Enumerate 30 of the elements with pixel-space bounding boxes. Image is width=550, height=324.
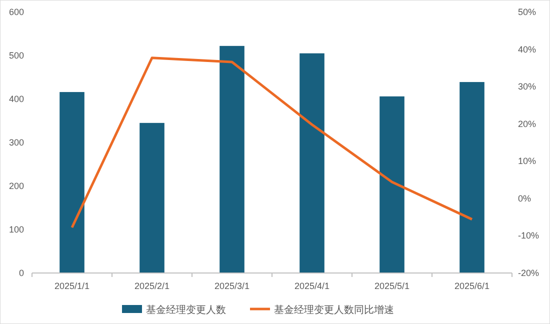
y-tick-label: 300 <box>8 138 24 148</box>
y-tick-label: 100 <box>8 224 24 234</box>
y2-tick-label: 30% <box>518 82 536 92</box>
y2-tick-label: 50% <box>518 7 536 17</box>
y-tick-label: 600 <box>8 7 24 17</box>
bar <box>140 122 164 273</box>
y2-tick-label: 20% <box>518 118 536 129</box>
x-tick-label: 2025/5/1 <box>374 281 410 291</box>
x-tick-label: 2025/6/1 <box>454 281 490 291</box>
bar <box>300 53 324 273</box>
legend-label: 基金经理变更人数同比增速 <box>274 304 394 316</box>
y2-tick-label: 0% <box>518 193 532 204</box>
x-tick-label: 2025/4/1 <box>294 281 330 291</box>
bar <box>460 82 484 273</box>
bar <box>60 92 84 273</box>
y2-tick-label: -20% <box>518 268 540 278</box>
y-tick-label: 200 <box>8 181 24 191</box>
y2-tick-label: -10% <box>518 230 540 241</box>
y-tick-label: 500 <box>8 50 24 60</box>
y-tick-label: 400 <box>8 94 24 104</box>
x-tick-label: 2025/2/1 <box>134 281 170 291</box>
y2-tick-label: 10% <box>518 156 536 166</box>
y-tick-label: 0 <box>18 268 24 278</box>
bar <box>220 46 244 273</box>
legend-label: 基金经理变更人数 <box>146 304 226 316</box>
x-tick-label: 2025/1/1 <box>54 281 90 291</box>
line-series <box>70 56 474 229</box>
x-tick-label: 2025/3/1 <box>214 281 250 291</box>
bar <box>380 96 404 273</box>
y2-tick-label: 40% <box>518 44 536 54</box>
